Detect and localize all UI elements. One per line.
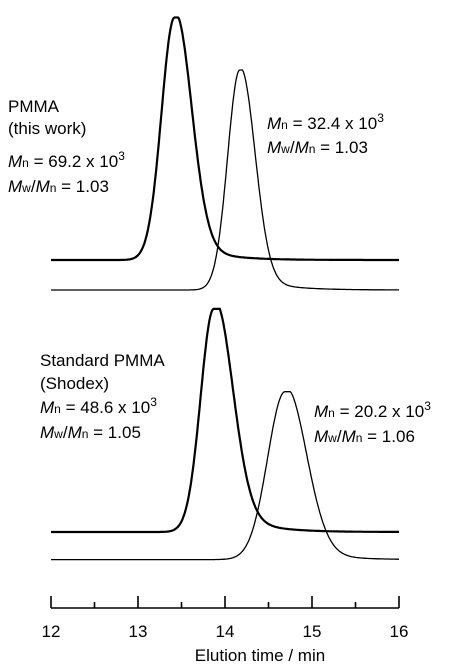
mn-value: = 69.2 x 10 xyxy=(29,152,118,171)
trace-standard-pmma-low-mn xyxy=(51,391,399,561)
series-label-line-1: Standard PMMA xyxy=(40,351,165,370)
pdi-value: = 1.06 xyxy=(362,427,414,446)
mw-symbol: M xyxy=(314,427,329,446)
pdi-slash: / xyxy=(337,427,342,446)
mw-subscript: w xyxy=(21,181,31,195)
x-tick-label: 14 xyxy=(216,622,235,641)
mw-symbol: M xyxy=(8,177,23,196)
trace-pmma-this-work xyxy=(51,16,399,262)
mn-symbol: M xyxy=(8,152,23,171)
mn-symbol: M xyxy=(267,114,282,133)
mn-exponent: 3 xyxy=(424,399,431,413)
mn-subscript: n xyxy=(22,156,29,170)
mn-annotation: Mn = 32.4 x 103 xyxy=(267,111,384,133)
pdi-slash: / xyxy=(31,177,36,196)
mn-subscript: n xyxy=(50,181,57,195)
mn-annotation: Mn = 69.2 x 103 xyxy=(8,149,125,171)
x-axis-ticks xyxy=(50,596,400,608)
mn-exponent: 3 xyxy=(150,395,157,409)
mn-value: = 20.2 x 10 xyxy=(335,402,424,421)
mn-symbol: M xyxy=(314,402,329,421)
mn-subscript: n xyxy=(356,431,363,445)
series-label-line-1: PMMA xyxy=(8,97,60,116)
series-label-line-2: (this work) xyxy=(8,119,86,138)
pdi-value: = 1.05 xyxy=(88,423,140,442)
pdi-annotation: Mw/Mn = 1.05 xyxy=(40,423,141,442)
mn-subscript: n xyxy=(281,118,288,132)
mn-subscript: n xyxy=(309,142,316,156)
pdi-slash: / xyxy=(63,423,68,442)
mw-subscript: w xyxy=(327,431,337,445)
pdi-annotation: Mw/Mn = 1.03 xyxy=(8,177,109,196)
mn-symbol: M xyxy=(40,398,55,417)
pdi-annotation: Mw/Mn = 1.03 xyxy=(267,138,368,157)
mn-exponent: 3 xyxy=(118,149,125,163)
trace-pmma-low-mn xyxy=(51,69,399,291)
mw-symbol: M xyxy=(40,423,55,442)
pdi-value: = 1.03 xyxy=(315,138,367,157)
mn-symbol: M xyxy=(36,177,51,196)
mn-value: = 48.6 x 10 xyxy=(61,398,150,417)
mn-annotation: Mn = 48.6 x 103 xyxy=(40,395,157,417)
mw-symbol: M xyxy=(267,138,282,157)
x-tick-label: 13 xyxy=(129,622,148,641)
mn-subscript: n xyxy=(54,402,61,416)
mn-subscript: n xyxy=(82,427,89,441)
pdi-annotation: Mw/Mn = 1.06 xyxy=(314,427,415,446)
x-axis-tick-labels: 12 13 14 15 16 xyxy=(42,622,409,641)
mn-value: = 32.4 x 10 xyxy=(288,114,377,133)
mn-subscript: n xyxy=(328,406,335,420)
pdi-slash: / xyxy=(290,138,295,157)
x-tick-label: 16 xyxy=(390,622,409,641)
mn-symbol: M xyxy=(295,138,310,157)
series-label-line-2: (Shodex) xyxy=(40,374,109,393)
pdi-value: = 1.03 xyxy=(56,177,108,196)
mw-subscript: w xyxy=(280,142,290,156)
x-axis-title: Elution time / min xyxy=(195,646,325,665)
mn-annotation: Mn = 20.2 x 103 xyxy=(314,399,431,421)
x-tick-label: 15 xyxy=(303,622,322,641)
x-tick-label: 12 xyxy=(42,622,61,641)
mn-exponent: 3 xyxy=(377,111,384,125)
trace-standard-pmma-shodex xyxy=(51,307,399,534)
mw-subscript: w xyxy=(53,427,63,441)
mn-symbol: M xyxy=(68,423,83,442)
mn-symbol: M xyxy=(342,427,357,446)
